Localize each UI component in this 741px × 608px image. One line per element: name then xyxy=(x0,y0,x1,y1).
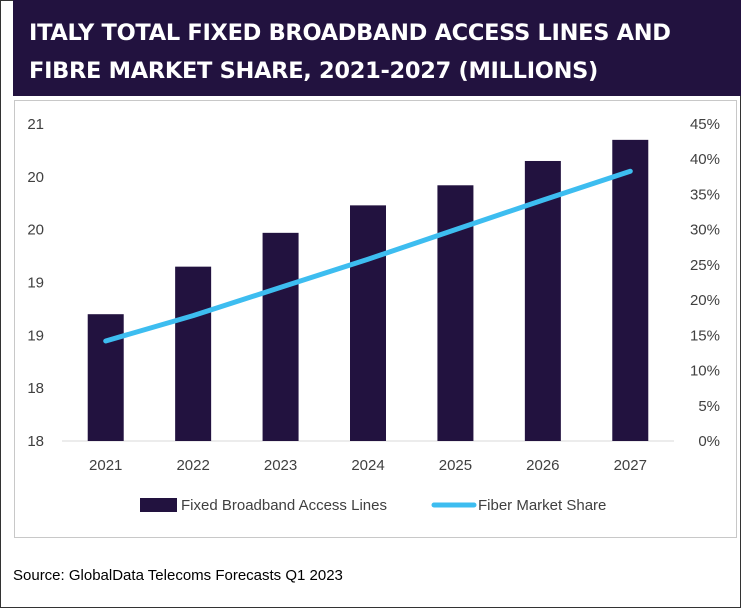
x-tick-label: 2024 xyxy=(351,457,384,474)
bar xyxy=(612,139,649,441)
legend-swatch-bars xyxy=(140,498,177,512)
y-tick-label: 19 xyxy=(27,275,44,292)
chart-title: ITALY TOTAL FIXED BROADBAND ACCESS LINES… xyxy=(29,20,671,84)
bar xyxy=(524,160,561,441)
y2-tick-label: 40% xyxy=(690,151,720,168)
y2-tick-label: 30% xyxy=(690,222,720,239)
bar xyxy=(87,314,124,441)
y-tick-label: 18 xyxy=(27,433,44,450)
chart-svg: 21 20 20 19 19 18 18 45% 40% 35% 30% 25% 20% 15% 10% 5%… xyxy=(27,116,720,514)
y2-tick-label: 5% xyxy=(698,398,720,415)
x-tick-label: 2021 xyxy=(89,457,122,474)
legend-label-bars: Fixed Broadband Access Lines xyxy=(181,497,387,514)
x-tick-label: 2027 xyxy=(614,457,647,474)
x-tick-label: 2026 xyxy=(526,457,559,474)
chart-area-border xyxy=(14,100,737,538)
y2-tick-label: 25% xyxy=(690,257,720,274)
legend-label-line: Fiber Market Share xyxy=(478,497,606,514)
bar xyxy=(262,232,299,441)
source-note: Source: GlobalData Telecoms Forecasts Q1… xyxy=(13,567,343,584)
y2-tick-label: 15% xyxy=(690,327,720,344)
y2-tick-label: 10% xyxy=(690,363,720,380)
y-tick-label: 21 xyxy=(27,116,44,133)
y2-tick-label: 45% xyxy=(690,116,720,133)
x-tick-label: 2023 xyxy=(264,457,297,474)
title-banner: ITALY TOTAL FIXED BROADBAND ACCESS LINES… xyxy=(13,0,741,96)
y2-tick-label: 0% xyxy=(698,433,720,450)
x-tick-label: 2022 xyxy=(176,457,209,474)
y2-tick-label: 35% xyxy=(690,186,720,203)
y2-tick-label: 20% xyxy=(690,292,720,309)
y-tick-label: 20 xyxy=(27,222,44,239)
bar xyxy=(350,205,386,441)
y-tick-label: 19 xyxy=(27,327,44,344)
x-tick-label: 2025 xyxy=(439,457,472,474)
y-tick-label: 18 xyxy=(27,380,44,397)
y-tick-label: 20 xyxy=(27,169,44,186)
bar xyxy=(175,266,212,441)
